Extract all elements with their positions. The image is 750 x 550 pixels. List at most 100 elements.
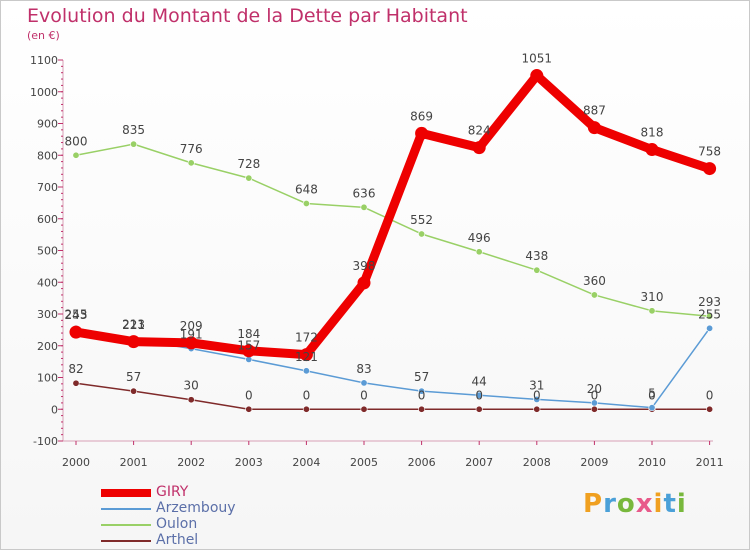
x-tick-label: 2006 [408, 456, 436, 469]
x-tick-label: 2004 [292, 456, 320, 469]
point-arthel [245, 405, 253, 413]
point-arthel [302, 405, 310, 413]
legend-label-oulon: Oulon [156, 516, 198, 532]
data-label-giry: 818 [641, 126, 664, 140]
data-label-arzembouy: 83 [356, 362, 371, 376]
x-tick-label: 2005 [350, 456, 378, 469]
y-tick-label: 0 [51, 403, 58, 416]
data-label-arzembouy: 57 [414, 370, 429, 384]
data-label-giry: 758 [698, 145, 721, 159]
point-arthel [475, 405, 483, 413]
point-giry [357, 276, 371, 290]
point-oulon [706, 312, 714, 320]
x-tick-label: 2000 [62, 456, 90, 469]
point-arzembouy [418, 387, 426, 395]
point-giry [127, 335, 141, 349]
data-label-giry: 213 [122, 318, 145, 332]
legend-item-oulon: Oulon [101, 516, 301, 533]
legend-swatch-arthel [101, 540, 151, 542]
y-tick-label: 700 [37, 181, 58, 194]
data-label-oulon: 648 [295, 183, 318, 197]
series-line-giry [71, 71, 715, 360]
y-tick-label: 300 [37, 308, 58, 321]
point-giry [415, 126, 429, 140]
logo-letter: i [676, 489, 687, 519]
point-giry [242, 344, 256, 358]
data-label-arzembouy: 44 [472, 374, 487, 388]
data-label-giry: 209 [180, 319, 203, 333]
point-giry [69, 325, 83, 339]
y-tick-label: 600 [37, 213, 58, 226]
point-oulon [130, 140, 138, 148]
data-label-arzembouy: 20 [587, 382, 602, 396]
data-label-oulon: 776 [180, 142, 203, 156]
point-arzembouy [590, 399, 598, 407]
legend-label-arthel: Arthel [156, 532, 199, 548]
point-giry [299, 348, 313, 362]
point-oulon [72, 151, 80, 159]
data-label-arzembouy: 157 [237, 338, 260, 352]
data-label-giry: 243 [65, 308, 88, 322]
point-giry [703, 162, 717, 176]
logo-letter: i [653, 489, 664, 519]
point-arzembouy [533, 395, 541, 403]
point-giry [184, 336, 198, 350]
point-arzembouy [706, 324, 714, 332]
logo-letter: t [663, 489, 677, 519]
point-arzembouy [360, 379, 368, 387]
proxiti-logo: Proxiti [583, 489, 687, 519]
y-tick-label: -100 [33, 435, 58, 448]
data-label-oulon: 800 [65, 134, 88, 148]
point-arthel [533, 405, 541, 413]
data-label-giry: 824 [468, 124, 491, 138]
y-tick-label: 200 [37, 340, 58, 353]
logo-letter: x [635, 489, 654, 519]
y-tick-label: 400 [37, 276, 58, 289]
y-tick-label: 1100 [30, 54, 58, 67]
x-tick-label: 2002 [177, 456, 205, 469]
data-label-arthel: 0 [418, 388, 426, 402]
point-oulon [245, 174, 253, 182]
point-oulon [418, 230, 426, 238]
x-tick-label: 2003 [235, 456, 263, 469]
point-giry [645, 143, 659, 157]
series-line-arthel [75, 382, 711, 410]
data-label-oulon: 293 [698, 295, 721, 309]
data-label-arzembouy: 5 [648, 387, 656, 401]
point-oulon [187, 159, 195, 167]
legend-swatch-oulon [101, 524, 151, 526]
point-arzembouy [302, 367, 310, 375]
point-oulon [590, 291, 598, 299]
data-label-arthel: 0 [533, 388, 541, 402]
data-label-arthel: 0 [303, 388, 311, 402]
data-label-arthel: 0 [648, 388, 656, 402]
logo-letter: r [603, 489, 617, 519]
legend-item-giry: GIRY [101, 484, 301, 501]
data-label-oulon: 636 [353, 186, 376, 200]
legend-label-giry: GIRY [156, 484, 189, 500]
data-label-giry: 1051 [522, 52, 553, 66]
data-label-oulon: 438 [525, 249, 548, 263]
data-label-giry: 869 [410, 109, 433, 123]
data-label-oulon: 496 [468, 231, 491, 245]
legend-item-arzembouy: Arzembouy [101, 500, 301, 517]
data-label-giry: 398 [353, 259, 376, 273]
y-tick-label: 100 [37, 372, 58, 385]
x-tick-label: 2011 [696, 456, 724, 469]
data-label-arthel: 0 [706, 388, 714, 402]
point-oulon [302, 200, 310, 208]
data-label-arzembouy: 255 [698, 307, 721, 321]
data-label-oulon: 728 [237, 157, 260, 171]
x-tick-label: 2009 [580, 456, 608, 469]
legend-label-arzembouy: Arzembouy [156, 500, 236, 516]
logo-letter: o [616, 489, 636, 519]
data-label-arthel: 0 [245, 388, 253, 402]
x-tick-label: 2010 [638, 456, 666, 469]
data-label-arzembouy: 31 [529, 378, 544, 392]
legend-item-arthel: Arthel [101, 532, 301, 549]
data-label-arzembouy: 221 [122, 318, 145, 332]
data-label-arthel: 0 [591, 388, 599, 402]
